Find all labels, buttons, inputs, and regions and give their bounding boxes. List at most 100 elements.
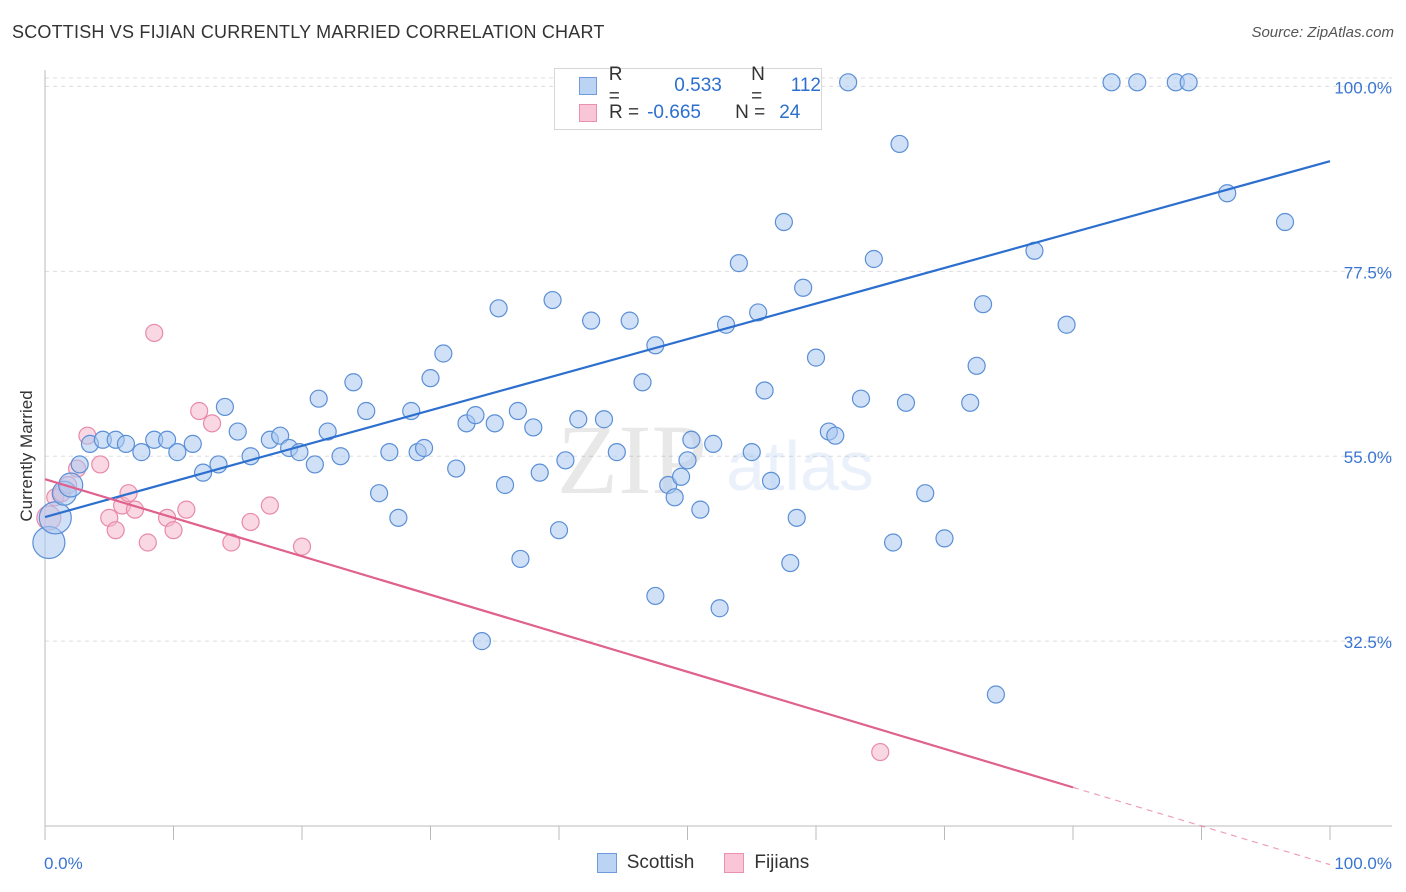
scottish-point: [1128, 73, 1147, 92]
scottish-point: [646, 586, 665, 606]
scottish-point: [787, 508, 806, 527]
scottish-point: [389, 508, 408, 527]
gridlines: [45, 77, 1392, 642]
fijian-point: [145, 323, 164, 343]
scottish-point: [1179, 73, 1198, 92]
scottish-point: [1057, 315, 1076, 334]
y-tick-label: 32.5%: [1344, 633, 1392, 652]
scottish-points: [32, 73, 1295, 704]
fijian-legend-label: Fijians: [754, 852, 810, 873]
scottish-point: [594, 410, 614, 429]
scottish-point: [794, 278, 813, 297]
scottish-point: [935, 529, 954, 548]
scottish-point: [70, 455, 89, 474]
scottish-point: [508, 401, 527, 421]
scottish-point: [157, 430, 177, 449]
scottish-point: [38, 501, 72, 535]
fijian-legend-swatch: [724, 853, 745, 873]
scottish-point: [472, 632, 491, 651]
fijian-point: [190, 401, 209, 421]
scottish-point: [489, 299, 508, 318]
scottish-point: [916, 484, 935, 503]
scottish-point: [556, 451, 575, 470]
series-legend: Scottish Fijians: [0, 852, 1406, 874]
fijian-point: [871, 742, 890, 762]
scottish-point: [466, 406, 485, 425]
y-tick-label: 77.5%: [1344, 263, 1392, 282]
scottish-point: [896, 393, 916, 412]
scottish-point: [710, 599, 729, 618]
fijian-point: [106, 521, 125, 540]
scottish-point: [774, 212, 793, 232]
scottish-point: [704, 434, 723, 453]
scottish-point: [549, 521, 569, 540]
legend-row-fijians: R = -0.665 N = 24: [579, 100, 800, 126]
scottish-point: [132, 443, 151, 462]
fijian-r-value: -0.665: [647, 102, 701, 123]
scottish-point: [370, 484, 389, 503]
scottish-point: [1275, 212, 1295, 232]
scottish-point: [742, 443, 761, 462]
scottish-r-value: 0.533: [674, 75, 722, 96]
scottish-point: [839, 73, 858, 92]
scottish-point: [755, 381, 774, 400]
legend-item-fijians: Fijians: [724, 852, 809, 874]
source-label: Source: ZipAtlas.com: [1251, 24, 1394, 41]
scottish-point: [1102, 73, 1121, 92]
scottish-point: [682, 430, 701, 449]
scottish-point: [729, 254, 749, 273]
scottish-point: [678, 451, 697, 470]
fijian-point: [177, 500, 196, 519]
fijian-r-label: R =: [609, 102, 640, 123]
fijian-trend-line: [44, 478, 1074, 789]
fijian-n-value: 24: [779, 102, 801, 123]
scottish-legend-label: Scottish: [626, 852, 695, 873]
scottish-point: [851, 389, 871, 408]
scottish-point: [434, 344, 453, 363]
scottish-point: [633, 373, 652, 392]
scottish-point: [116, 434, 136, 453]
scottish-point: [749, 303, 768, 322]
scottish-n-value: 112: [790, 75, 821, 96]
tick-labels: 32.5% 55.0% 77.5% 100.0% 0.0% 100.0%: [44, 78, 1392, 873]
scottish-n-label: N =: [751, 64, 765, 107]
scottish-point: [215, 397, 234, 417]
fijian-point: [164, 521, 183, 540]
fijian-trend-extension: [1072, 786, 1331, 866]
fijian-point: [260, 496, 279, 515]
fijian-swatch: [579, 104, 597, 122]
scottish-legend-swatch: [596, 853, 617, 873]
scottish-point: [761, 471, 781, 490]
y-tick-label: 55.0%: [1344, 448, 1392, 467]
scottish-point: [344, 373, 363, 392]
scottish-point: [414, 438, 434, 458]
scottish-point: [183, 434, 202, 453]
scottish-point: [620, 311, 639, 330]
scottish-point: [986, 685, 1006, 704]
fijian-point: [138, 533, 157, 552]
scottish-point: [607, 443, 626, 462]
fijian-n-label: N =: [735, 102, 766, 123]
scottish-point: [691, 500, 710, 519]
scottish-point: [671, 467, 691, 486]
y-tick-label: 100.0%: [1334, 78, 1392, 97]
scottish-point: [883, 533, 903, 552]
scottish-point: [569, 410, 588, 429]
x-tick-label: 0.0%: [44, 854, 83, 873]
watermark-atlas: atlas: [726, 427, 874, 505]
scottish-point: [228, 422, 247, 441]
scottish-point: [826, 426, 845, 445]
fijian-point: [292, 537, 312, 556]
scottish-point: [495, 475, 515, 495]
scottish-swatch: [579, 77, 597, 95]
fijian-point: [241, 512, 260, 532]
scottish-point: [168, 443, 187, 462]
scottish-point: [973, 295, 993, 314]
scottish-point: [331, 447, 350, 466]
correlation-legend: R = 0.533 N = 112 R = -0.665 N = 24: [554, 64, 822, 130]
scottish-point: [271, 426, 290, 445]
scottish-point: [318, 422, 337, 441]
scottish-point: [511, 549, 530, 569]
scottish-point: [582, 311, 601, 330]
